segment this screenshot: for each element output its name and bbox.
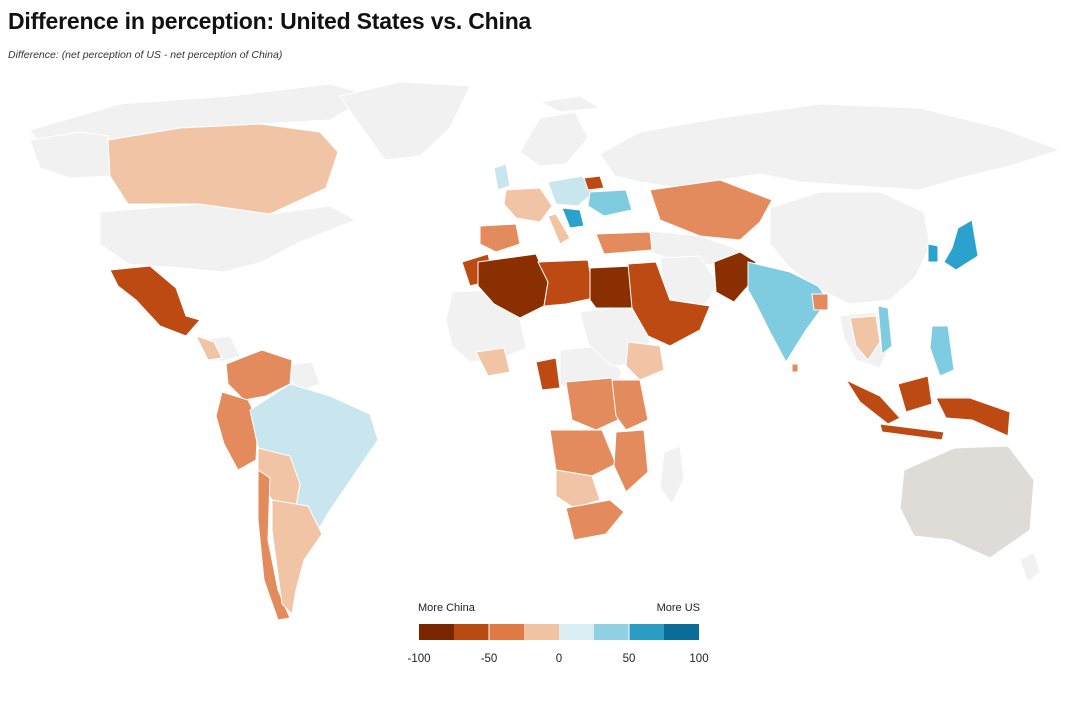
legend-swatch	[489, 624, 525, 640]
region-south-korea	[927, 243, 939, 263]
region-scandinavia	[519, 111, 589, 167]
legend-tick-100: 100	[689, 653, 709, 665]
region-western-europe	[503, 187, 553, 223]
region-colombia-venezuela	[225, 349, 293, 401]
region-belarus	[583, 175, 605, 191]
region-indonesia-java	[879, 423, 945, 441]
region-myanmar-thailand	[849, 315, 881, 361]
region-indonesia-east	[935, 397, 1011, 437]
region-libya	[537, 259, 595, 307]
region-madagascar	[659, 445, 685, 505]
legend-color-ramp	[419, 624, 699, 640]
region-usa	[99, 203, 358, 273]
legend-left-label: More China	[418, 602, 475, 614]
region-peru-ecuador	[215, 391, 259, 471]
region-indonesia-sumatra	[844, 378, 901, 425]
region-kazakhstan	[649, 179, 773, 241]
region-ethiopia	[625, 341, 665, 381]
region-arctic-islands-east	[538, 95, 602, 113]
legend-tick-0: 0	[555, 653, 563, 665]
region-vietnam	[877, 305, 893, 355]
region-greenland	[339, 81, 471, 161]
region-central-america	[195, 335, 223, 361]
legend-swatch	[594, 624, 630, 640]
region-russia	[599, 103, 1062, 191]
region-east-africa	[611, 379, 649, 431]
legend-swatch	[419, 624, 455, 640]
region-mozambique	[613, 429, 649, 493]
region-uk-ireland	[493, 163, 511, 191]
region-south-africa	[565, 499, 625, 541]
region-sri-lanka	[791, 363, 799, 373]
region-argentina	[271, 499, 323, 616]
region-turkey	[595, 231, 653, 255]
region-japan	[943, 219, 979, 271]
region-philippines	[929, 325, 955, 377]
region-bangladesh	[811, 293, 829, 311]
region-drc	[565, 377, 619, 431]
legend-swatch	[629, 624, 665, 640]
legend-tick-minus-100: -100	[407, 653, 431, 665]
region-germany-poland	[547, 175, 595, 207]
region-ukraine	[587, 189, 633, 217]
region-spain-portugal	[479, 223, 521, 253]
legend-swatch	[664, 624, 699, 640]
legend-swatch	[454, 624, 490, 640]
region-italy	[547, 213, 571, 245]
region-cameroon	[535, 357, 561, 391]
region-new-zealand	[1019, 551, 1041, 583]
region-egypt	[589, 265, 635, 309]
map-subtitle: Difference: (net perception of US - net …	[8, 49, 283, 61]
region-india	[747, 261, 829, 363]
region-chile	[257, 469, 291, 621]
region-ghana-nigeria	[475, 347, 511, 377]
region-middle-east	[627, 261, 711, 347]
legend-swatch	[524, 624, 560, 640]
legend-swatch	[559, 624, 595, 640]
legend-right-label: More US	[656, 602, 700, 614]
region-australia	[899, 445, 1035, 559]
region-algeria	[477, 253, 549, 319]
region-canada	[107, 123, 339, 215]
region-alaska	[29, 131, 111, 179]
world-map	[29, 81, 1062, 621]
region-balkans	[561, 207, 585, 229]
map-title: Difference in perception: United States …	[8, 8, 532, 34]
region-mexico	[109, 265, 201, 337]
legend-tick-50: 50	[622, 653, 636, 665]
legend-tick-minus-50: -50	[480, 653, 498, 665]
region-china-east-asia	[769, 191, 931, 305]
legend: More China More US -100 -50 0 50 100	[404, 598, 714, 678]
region-indonesia-borneo	[897, 375, 933, 413]
region-angola-zambia	[549, 429, 617, 477]
